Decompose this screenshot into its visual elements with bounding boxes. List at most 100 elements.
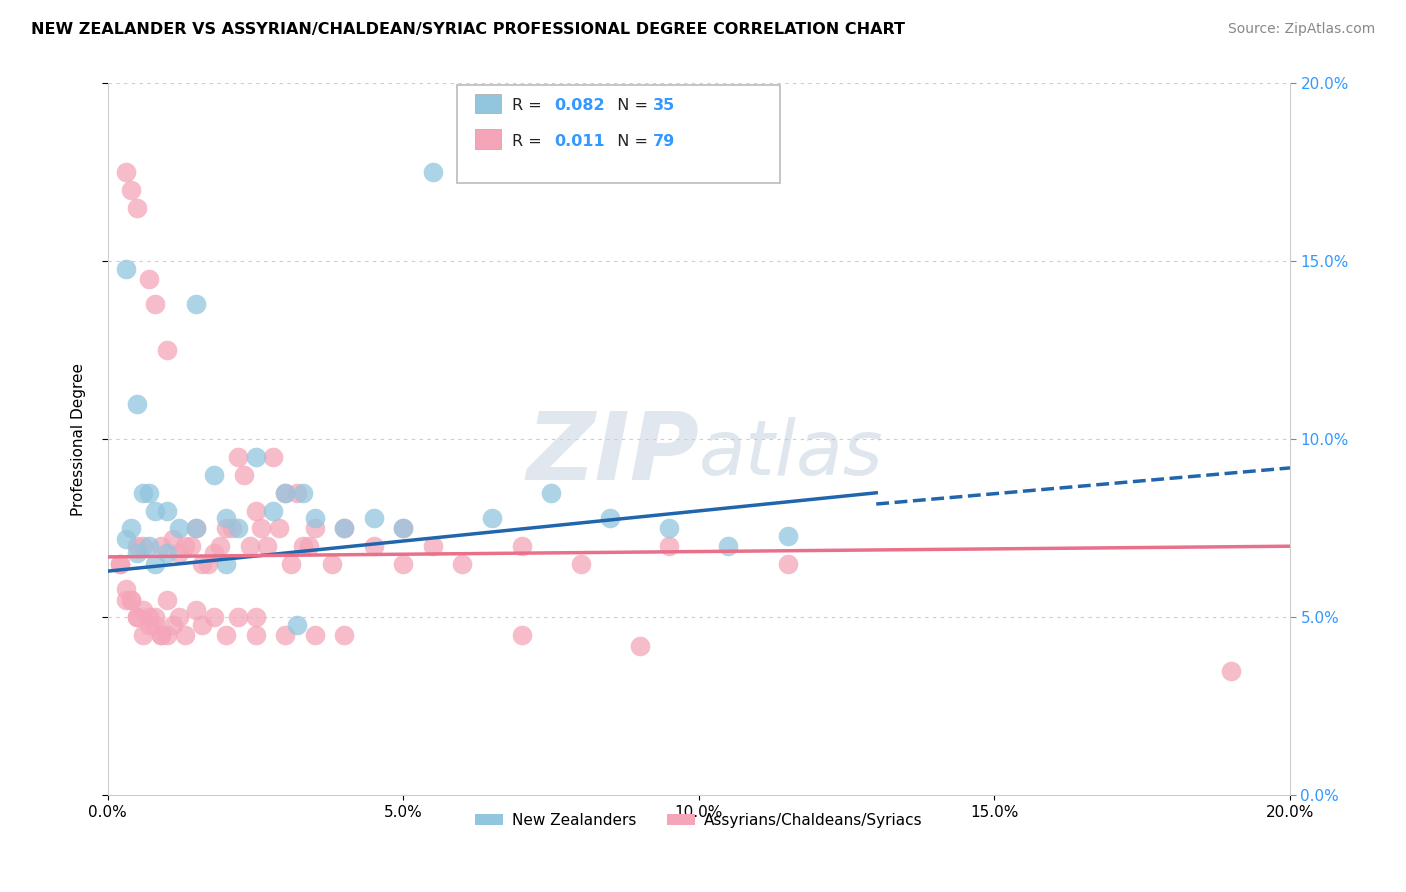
Text: atlas: atlas	[699, 417, 883, 491]
Point	[156, 546, 179, 560]
Text: ZIP: ZIP	[526, 408, 699, 500]
Point	[202, 468, 225, 483]
Point	[132, 485, 155, 500]
Point	[138, 485, 160, 500]
Point	[197, 557, 219, 571]
Point	[120, 592, 142, 607]
Point	[127, 201, 149, 215]
Point	[274, 485, 297, 500]
Point	[132, 539, 155, 553]
Point	[156, 503, 179, 517]
Point	[298, 539, 321, 553]
Point	[333, 521, 356, 535]
Point	[1219, 664, 1241, 678]
Point	[143, 557, 166, 571]
Point	[481, 510, 503, 524]
Point	[245, 628, 267, 642]
Point	[114, 582, 136, 596]
Point	[226, 521, 249, 535]
Point	[510, 628, 533, 642]
Point	[149, 628, 172, 642]
Point	[127, 610, 149, 624]
Point	[510, 539, 533, 553]
Point	[262, 503, 284, 517]
Point	[304, 628, 326, 642]
Point	[226, 450, 249, 465]
Point	[239, 539, 262, 553]
Point	[149, 539, 172, 553]
Point	[291, 485, 314, 500]
Text: Source: ZipAtlas.com: Source: ZipAtlas.com	[1227, 22, 1375, 37]
Point	[269, 521, 291, 535]
Point	[186, 297, 208, 311]
Point	[333, 628, 356, 642]
Point	[120, 521, 142, 535]
Text: 79: 79	[652, 134, 675, 149]
Text: N =: N =	[607, 134, 654, 149]
Point	[167, 610, 190, 624]
Point	[776, 528, 799, 542]
Text: NEW ZEALANDER VS ASSYRIAN/CHALDEAN/SYRIAC PROFESSIONAL DEGREE CORRELATION CHART: NEW ZEALANDER VS ASSYRIAN/CHALDEAN/SYRIA…	[31, 22, 905, 37]
Y-axis label: Professional Degree: Professional Degree	[72, 363, 86, 516]
Point	[717, 539, 740, 553]
Point	[162, 617, 184, 632]
Point	[191, 557, 214, 571]
Point	[291, 539, 314, 553]
Point	[628, 639, 651, 653]
Point	[215, 628, 238, 642]
Point	[451, 557, 474, 571]
Point	[132, 603, 155, 617]
Point	[658, 521, 681, 535]
Point	[422, 165, 444, 179]
Text: R =: R =	[512, 98, 547, 113]
Point	[221, 521, 243, 535]
Point	[149, 628, 172, 642]
Point	[392, 557, 415, 571]
Point	[143, 617, 166, 632]
Point	[114, 261, 136, 276]
Point	[250, 521, 273, 535]
Point	[363, 539, 385, 553]
Point	[120, 592, 142, 607]
Point	[285, 617, 308, 632]
Point	[138, 539, 160, 553]
Point	[540, 485, 562, 500]
Point	[209, 539, 232, 553]
Point	[114, 532, 136, 546]
Point	[162, 532, 184, 546]
Point	[333, 521, 356, 535]
Point	[215, 557, 238, 571]
Point	[245, 503, 267, 517]
Point	[304, 521, 326, 535]
Point	[392, 521, 415, 535]
Text: N =: N =	[607, 98, 654, 113]
Point	[599, 510, 621, 524]
Text: 0.082: 0.082	[554, 98, 605, 113]
Point	[127, 546, 149, 560]
Point	[143, 503, 166, 517]
Point	[127, 539, 149, 553]
Text: 35: 35	[652, 98, 675, 113]
Point	[191, 617, 214, 632]
Point	[280, 557, 302, 571]
Point	[226, 610, 249, 624]
Point	[245, 450, 267, 465]
Point	[202, 546, 225, 560]
Point	[138, 617, 160, 632]
Point	[138, 610, 160, 624]
Point	[274, 628, 297, 642]
Point	[156, 592, 179, 607]
Point	[156, 343, 179, 358]
Point	[186, 521, 208, 535]
Point	[202, 610, 225, 624]
Point	[108, 557, 131, 571]
Point	[232, 468, 254, 483]
Point	[186, 521, 208, 535]
Point	[186, 603, 208, 617]
Point	[776, 557, 799, 571]
Point	[156, 628, 179, 642]
Point	[363, 510, 385, 524]
Point	[285, 485, 308, 500]
Point	[132, 628, 155, 642]
Point	[143, 297, 166, 311]
